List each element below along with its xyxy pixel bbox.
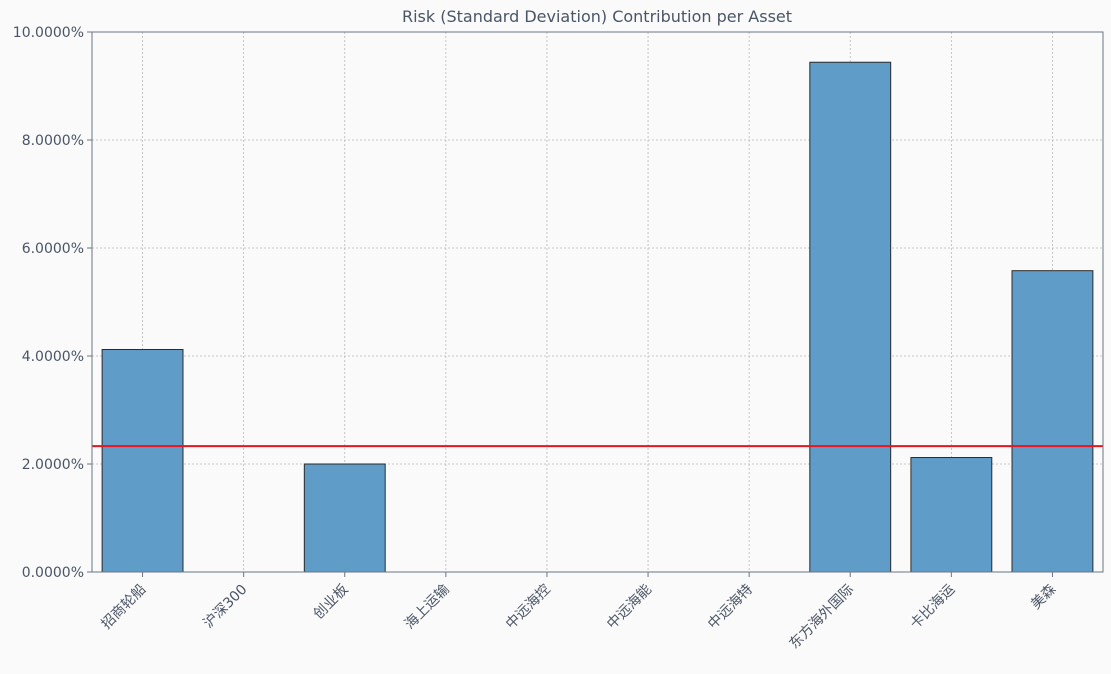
x-tick-label: 招商轮船 bbox=[98, 582, 149, 633]
x-tick-label: 美森 bbox=[1028, 582, 1059, 613]
bar bbox=[910, 457, 993, 573]
x-tick-label: 中远海特 bbox=[705, 582, 756, 633]
y-tick-label: 6.0000% bbox=[22, 241, 84, 257]
x-tick-label: 东方海外国际 bbox=[786, 582, 857, 653]
x-tick-label: 创业板 bbox=[311, 582, 352, 623]
x-tick-label: 海上运输 bbox=[402, 582, 453, 633]
y-tick-label: 4.0000% bbox=[22, 349, 84, 365]
bar-layer bbox=[101, 61, 1094, 573]
y-tick-label: 10.0000% bbox=[13, 25, 84, 41]
axis-layer bbox=[87, 31, 1104, 577]
bar bbox=[1011, 270, 1094, 573]
x-tick-label: 中远海控 bbox=[503, 582, 554, 633]
x-tick-label: 卡比海运 bbox=[907, 582, 958, 633]
y-tick-label: 8.0000% bbox=[22, 133, 84, 149]
x-tick-label: 沪深300 bbox=[200, 582, 250, 632]
bar bbox=[303, 463, 386, 573]
bar bbox=[809, 61, 892, 573]
x-tick-label: 中远海能 bbox=[604, 582, 655, 633]
plot-frame bbox=[91, 31, 1104, 573]
chart-title: Risk (Standard Deviation) Contribution p… bbox=[402, 7, 792, 26]
bar bbox=[101, 349, 184, 573]
y-tick-label: 2.0000% bbox=[22, 457, 84, 473]
y-tick-label: 0.0000% bbox=[22, 565, 84, 581]
